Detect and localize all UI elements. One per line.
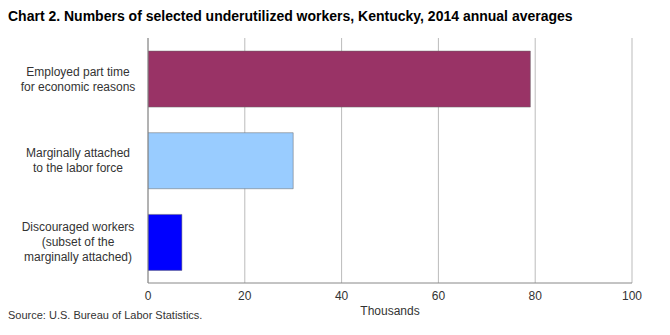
svg-text:40: 40 xyxy=(335,289,349,303)
svg-text:20: 20 xyxy=(238,289,252,303)
svg-text:Thousands: Thousands xyxy=(360,304,419,318)
svg-text:80: 80 xyxy=(529,289,543,303)
svg-text:Marginally attachedto the labo: Marginally attachedto the labor force xyxy=(26,146,130,175)
svg-text:100: 100 xyxy=(622,289,642,303)
svg-text:Discouraged workers(subset of: Discouraged workers(subset of themargina… xyxy=(22,220,135,264)
html-text:Chart 2. Numbers of selected u: Chart 2. Numbers of selected underutiliz… xyxy=(8,8,573,24)
svg-text:Employed part timefor economic: Employed part timefor economic reasons xyxy=(21,65,136,94)
svg-text:0: 0 xyxy=(145,289,152,303)
svg-text:60: 60 xyxy=(432,289,446,303)
html-text:Source: U.S. Bureau of Labor S: Source: U.S. Bureau of Labor Statistics. xyxy=(8,309,203,321)
